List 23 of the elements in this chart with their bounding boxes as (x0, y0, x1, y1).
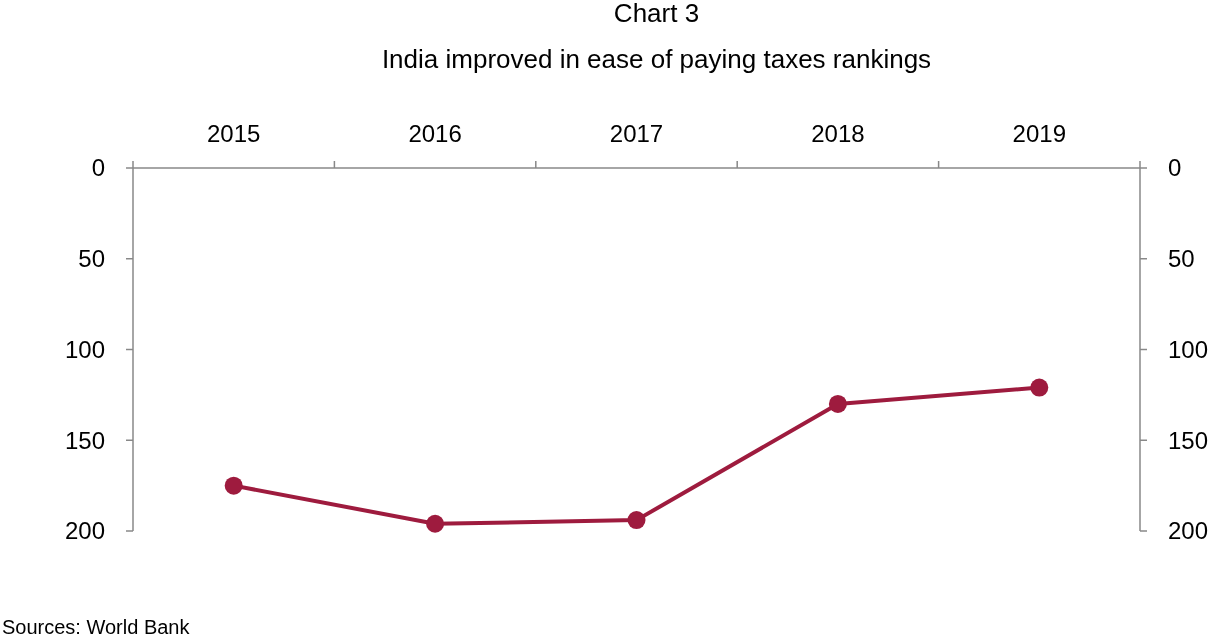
point (828, 394, 847, 413)
y-tick-label: 50 (78, 245, 105, 273)
y-tick-label: 100 (64, 335, 105, 363)
chart-subtitle: India improved in ease of paying taxes rankings (381, 44, 932, 74)
source-note: Sources: World Bank (2, 616, 191, 638)
y2-tick-label: 100 (1168, 335, 1209, 363)
x-tick-label: 2018 (811, 120, 865, 147)
chart-title: Chart 3 (613, 0, 700, 28)
x-tick-label: 2015 (207, 120, 261, 147)
y-tick-label: 150 (64, 426, 105, 454)
point (224, 476, 243, 495)
y2-tick-label: 0 (1168, 154, 1182, 182)
x-tick-label: 2019 (1012, 120, 1066, 147)
point (627, 511, 646, 530)
x-tick-label: 2017 (609, 120, 664, 147)
y-tick-label: 200 (64, 517, 105, 545)
y2-tick-label: 50 (1168, 245, 1195, 273)
point (426, 514, 445, 533)
y2-tick-label: 200 (1168, 517, 1209, 545)
point (1030, 378, 1049, 397)
y2-tick-label: 150 (1168, 426, 1209, 454)
y-tick-label: 0 (91, 154, 105, 182)
x-tick-label: 2016 (408, 120, 462, 147)
